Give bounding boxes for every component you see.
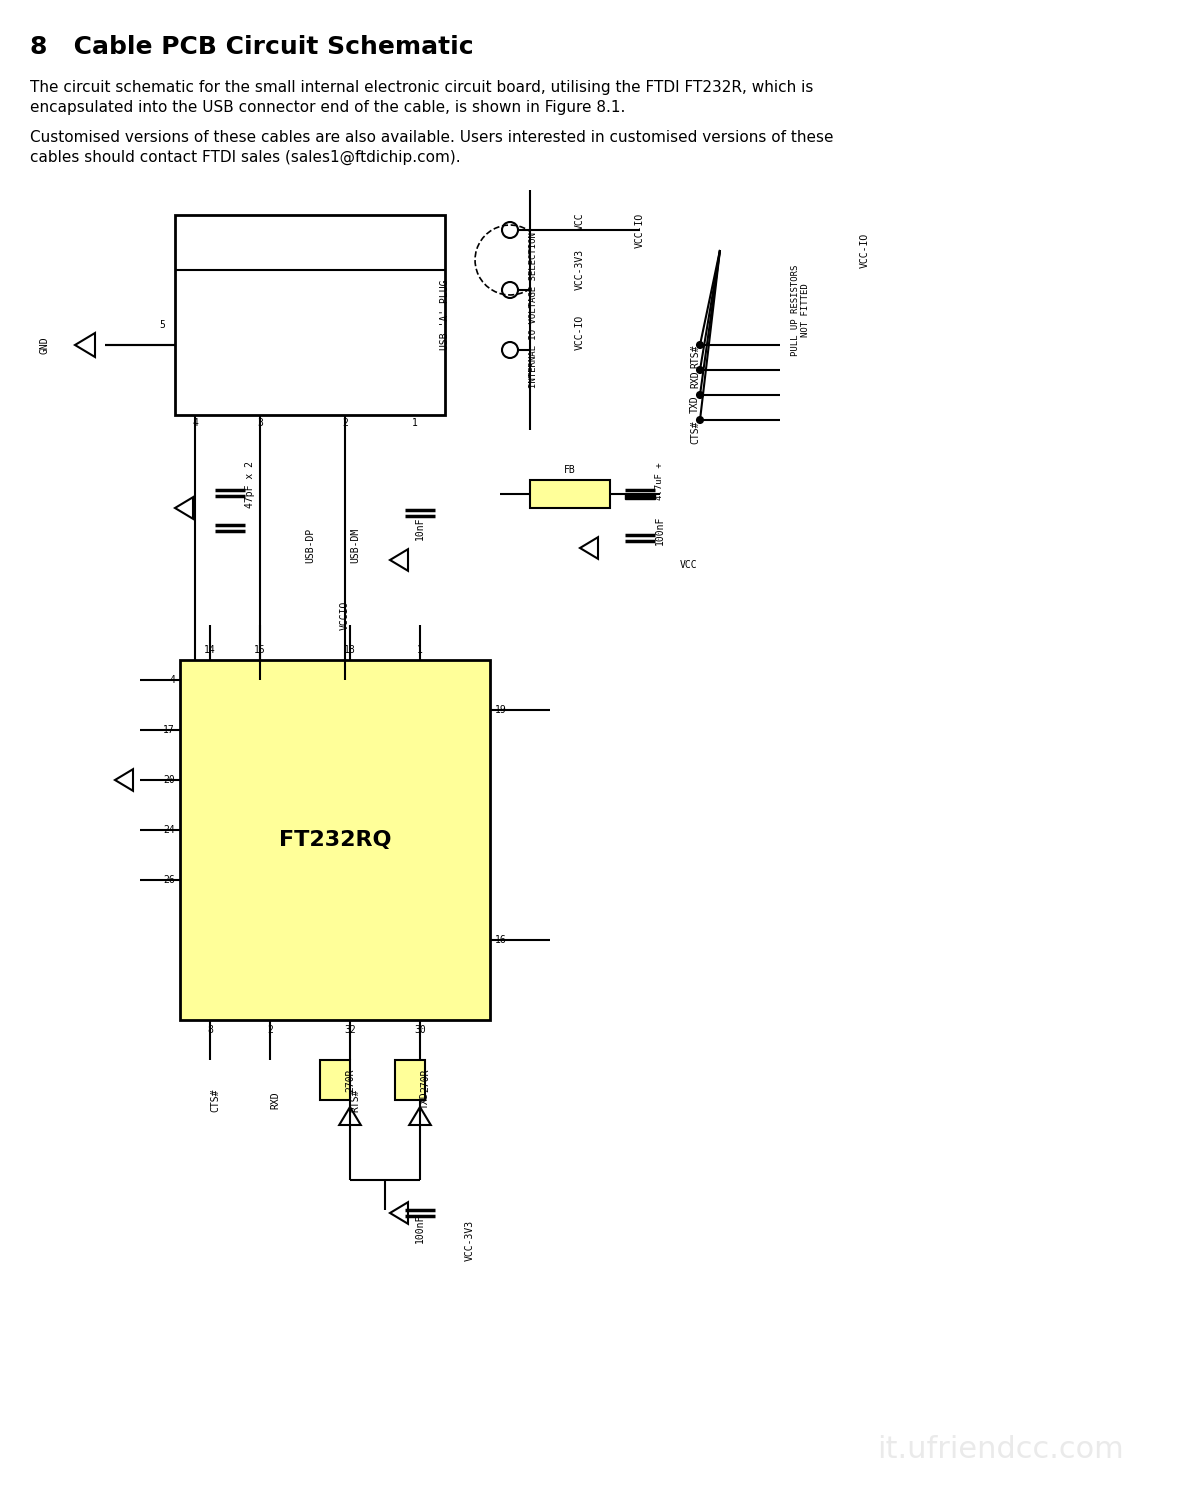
Text: 270R: 270R xyxy=(346,1069,355,1091)
Text: USB 'A' PLUG: USB 'A' PLUG xyxy=(440,279,450,351)
Text: 18: 18 xyxy=(344,645,356,655)
Circle shape xyxy=(502,282,518,299)
Circle shape xyxy=(697,342,703,348)
Polygon shape xyxy=(390,1202,408,1224)
Text: 24: 24 xyxy=(163,826,175,835)
Text: CTS#: CTS# xyxy=(210,1088,220,1112)
Text: 1: 1 xyxy=(412,418,418,428)
Circle shape xyxy=(697,367,703,373)
Text: 1: 1 xyxy=(418,645,422,655)
Text: 32: 32 xyxy=(344,1026,356,1035)
Text: VCCIO: VCCIO xyxy=(340,600,350,630)
Text: 14: 14 xyxy=(204,645,216,655)
Text: 20: 20 xyxy=(163,775,175,785)
Bar xyxy=(625,494,655,499)
Text: VCC-IO: VCC-IO xyxy=(635,212,646,248)
Text: RXD: RXD xyxy=(270,1091,280,1109)
Text: 15: 15 xyxy=(254,645,266,655)
Text: TXD: TXD xyxy=(420,1091,430,1109)
Text: 8   Cable PCB Circuit Schematic: 8 Cable PCB Circuit Schematic xyxy=(30,34,474,60)
Bar xyxy=(180,660,490,1020)
Circle shape xyxy=(502,342,518,358)
Text: 100nF: 100nF xyxy=(415,1214,425,1242)
Text: 4: 4 xyxy=(169,675,175,685)
Text: USB-DM: USB-DM xyxy=(350,527,360,563)
Polygon shape xyxy=(115,769,133,791)
Text: 270R: 270R xyxy=(420,1069,430,1091)
Bar xyxy=(175,215,445,415)
Polygon shape xyxy=(340,1106,361,1126)
Text: TXD: TXD xyxy=(690,396,700,412)
Bar xyxy=(530,481,610,508)
Text: VCC: VCC xyxy=(575,212,586,230)
Circle shape xyxy=(697,417,703,423)
Bar xyxy=(320,1060,350,1100)
Text: it.ufriendcc.com: it.ufriendcc.com xyxy=(877,1435,1123,1465)
Text: VCC: VCC xyxy=(680,560,697,570)
Text: PULL UP RESISTORS
NOT FITTED: PULL UP RESISTORS NOT FITTED xyxy=(791,264,810,355)
Text: 26: 26 xyxy=(163,875,175,885)
Polygon shape xyxy=(390,549,408,570)
Text: CTS#: CTS# xyxy=(690,420,700,443)
Text: 100nF: 100nF xyxy=(655,515,665,545)
Text: INTERNAL IO VOLTAGE SELECTION: INTERNAL IO VOLTAGE SELECTION xyxy=(529,231,538,388)
Text: FT232RQ: FT232RQ xyxy=(278,830,391,850)
Text: 4: 4 xyxy=(192,418,198,428)
Text: VCC-IO: VCC-IO xyxy=(575,315,586,349)
Text: 8: 8 xyxy=(208,1026,212,1035)
Text: FB: FB xyxy=(564,464,576,475)
Polygon shape xyxy=(175,497,193,518)
Text: GND: GND xyxy=(40,336,50,354)
Text: VCC-3V3: VCC-3V3 xyxy=(575,249,586,290)
Text: VCC-IO: VCC-IO xyxy=(860,233,870,267)
Text: 4.7uF +: 4.7uF + xyxy=(655,463,665,500)
Text: 17: 17 xyxy=(163,726,175,735)
Text: 10nF: 10nF xyxy=(415,517,425,540)
Polygon shape xyxy=(409,1106,431,1126)
Text: VCC-3V3: VCC-3V3 xyxy=(466,1220,475,1260)
Bar xyxy=(395,1060,425,1100)
Text: 2: 2 xyxy=(342,418,348,428)
Text: RXD: RXD xyxy=(690,370,700,388)
Text: Customised versions of these cables are also available. Users interested in cust: Customised versions of these cables are … xyxy=(30,130,834,166)
Polygon shape xyxy=(580,537,598,558)
Text: USB-DP: USB-DP xyxy=(305,527,314,563)
Circle shape xyxy=(697,393,703,399)
Text: The circuit schematic for the small internal electronic circuit board, utilising: The circuit schematic for the small inte… xyxy=(30,81,814,115)
Text: RTS#: RTS# xyxy=(690,345,700,369)
Text: 5: 5 xyxy=(160,320,166,330)
Text: RTS#: RTS# xyxy=(350,1088,360,1112)
Text: 3: 3 xyxy=(257,418,263,428)
Polygon shape xyxy=(74,333,95,357)
Circle shape xyxy=(502,222,518,237)
Text: 2: 2 xyxy=(268,1026,272,1035)
Text: 30: 30 xyxy=(414,1026,426,1035)
Text: 16: 16 xyxy=(496,935,506,945)
Text: 47pF x 2: 47pF x 2 xyxy=(245,461,256,508)
Text: 19: 19 xyxy=(496,705,506,715)
